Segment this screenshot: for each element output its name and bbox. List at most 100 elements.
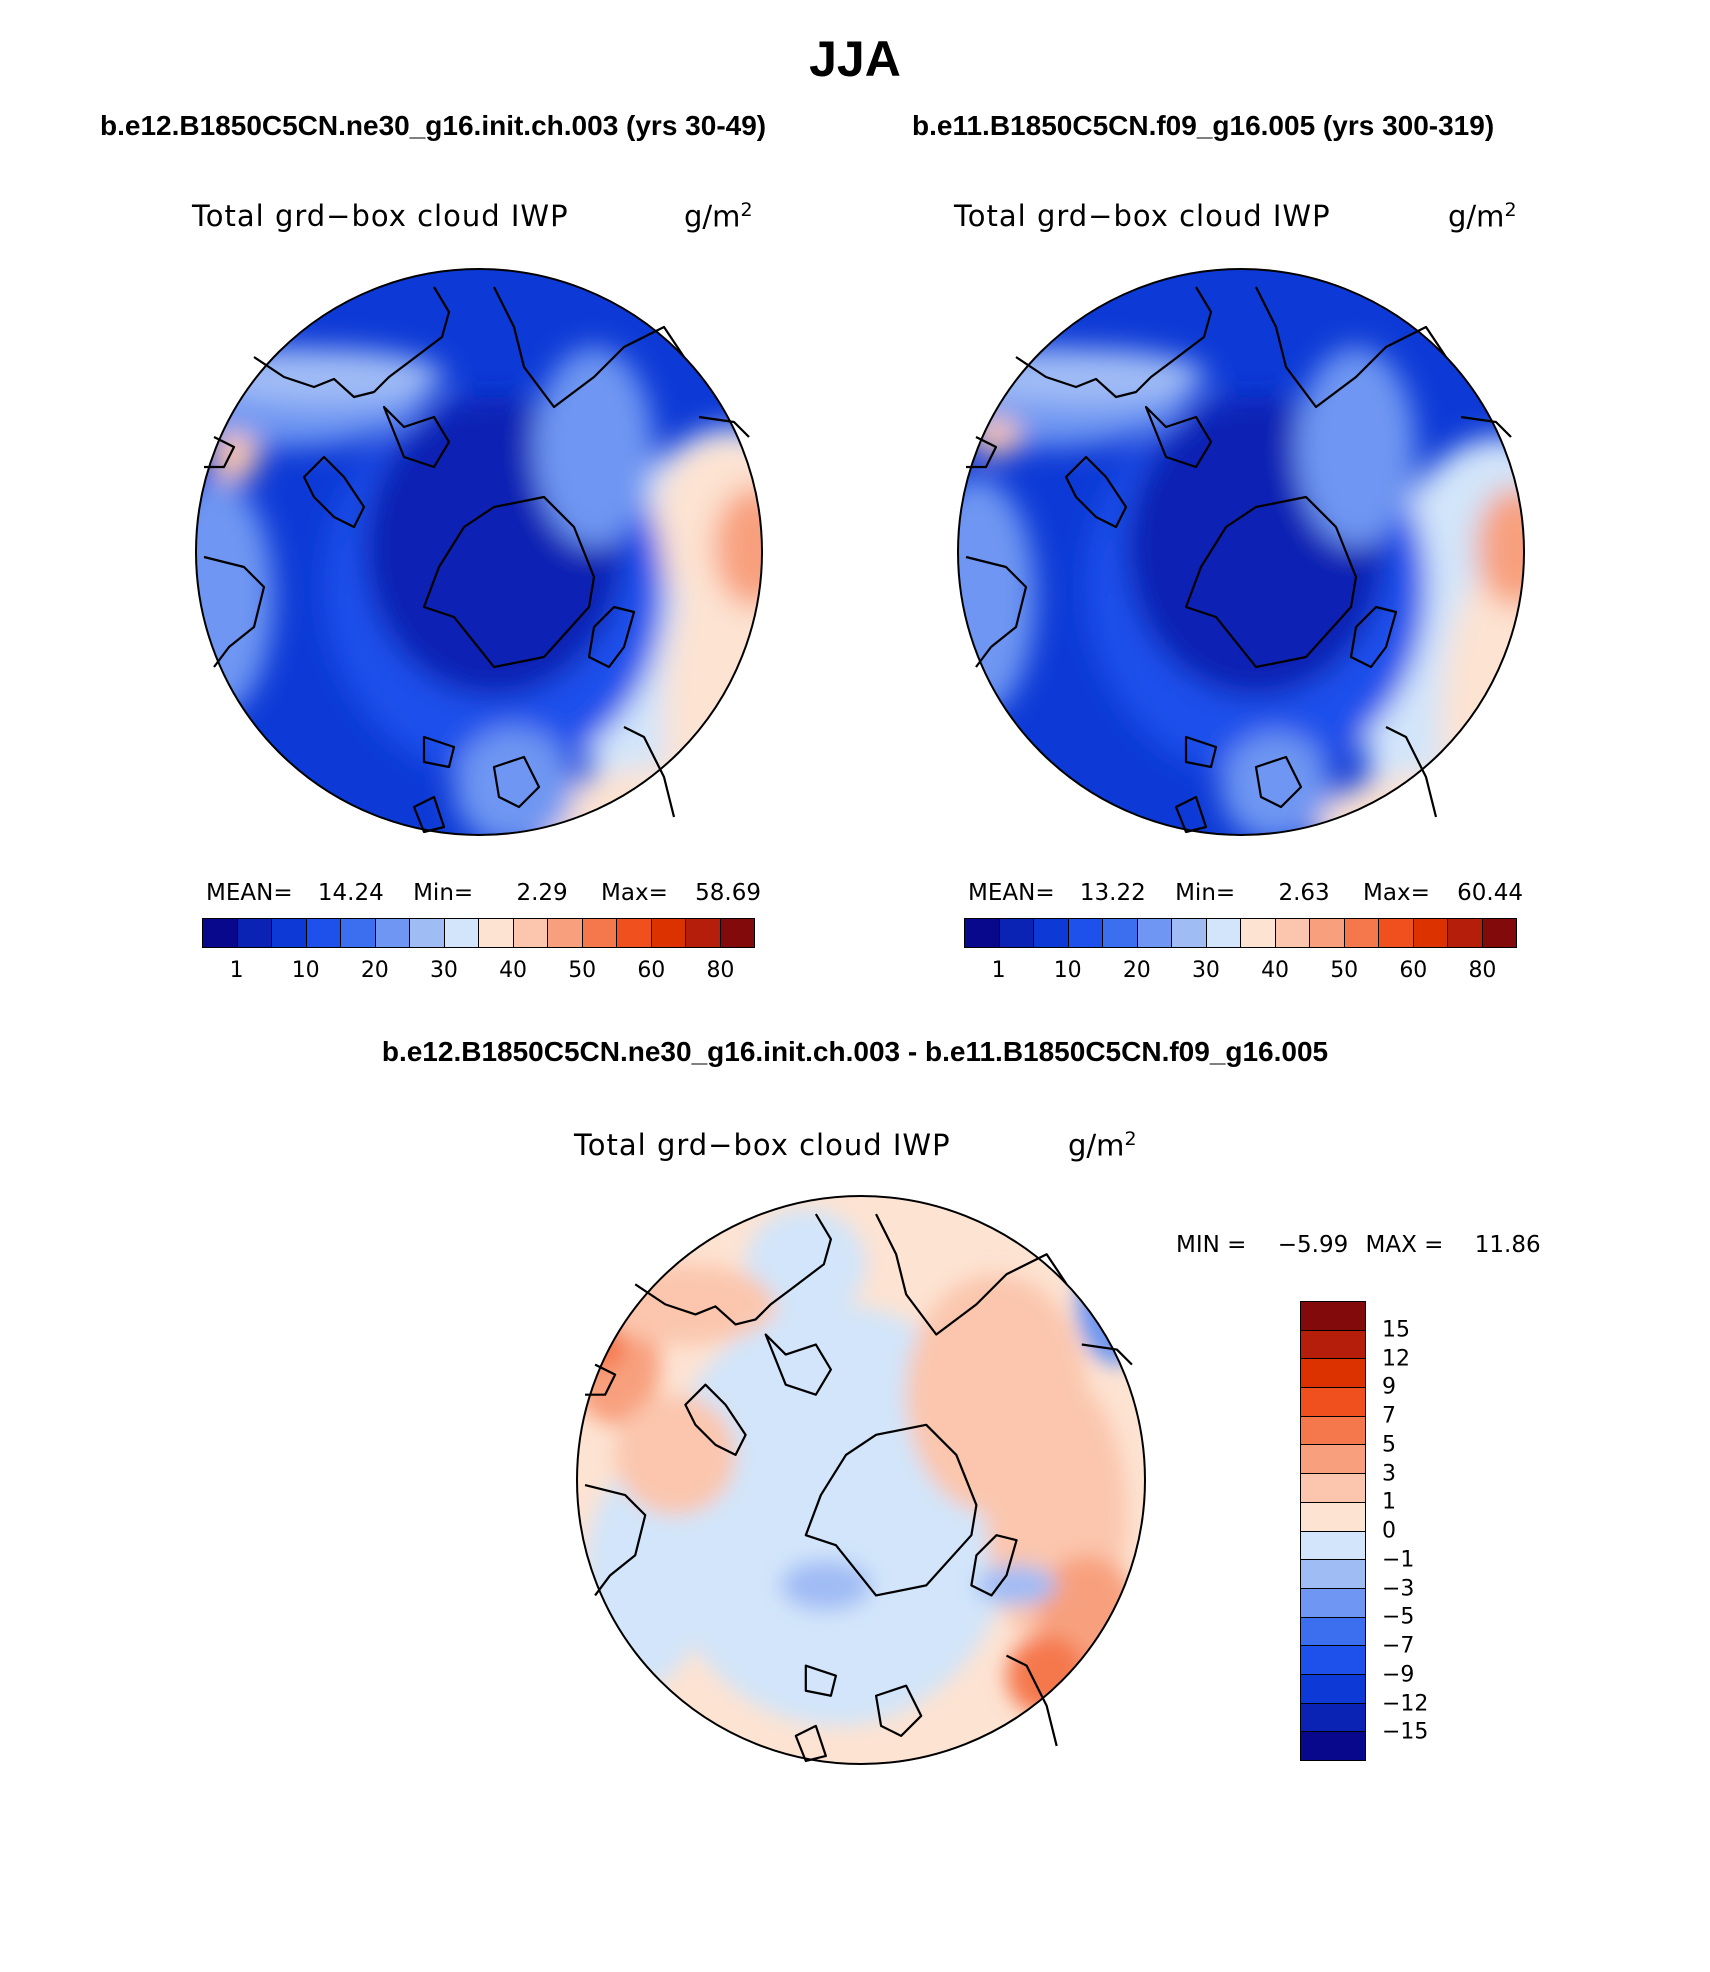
colorbar-swatch [237,919,272,947]
colorbar-tick-label: 12 [1382,1346,1410,1371]
colorbar-tick-label: 30 [429,958,458,983]
panel-1-colorbar-labels: 1 10 20 30 40 50 60 80 [202,958,755,988]
colorbar-tick-label: −3 [1382,1576,1415,1601]
colorbar-swatch [479,919,514,947]
diff-colorbar-labels: 15 12 9 7 5 3 1 0 −1 −3 −5 −7 −9 −12 −15 [1382,1301,1462,1761]
colorbar-swatch [513,919,548,947]
colorbar-swatch [1068,919,1103,947]
colorbar-tick-label: −5 [1382,1604,1415,1630]
colorbar-swatch [1275,919,1310,947]
colorbar-swatch [1301,1359,1365,1389]
colorbar-swatch [1206,919,1241,947]
colorbar-tick-label: 50 [568,958,597,983]
colorbar-tick-label: 1 [1382,1489,1396,1515]
colorbar-tick-label: 1 [991,958,1006,983]
panel-2-stats: MEAN= 13.22 Min= 2.63 Max= 60.44 [968,880,1524,906]
colorbar-swatch [1301,1617,1365,1647]
colorbar-swatch [444,919,479,947]
colorbar-tick-label: −12 [1382,1691,1429,1716]
colorbar-swatch [1448,919,1483,947]
colorbar-swatch [1301,1445,1365,1475]
colorbar-swatch [1034,919,1069,947]
colorbar-swatch [1379,919,1414,947]
panel-1-field [196,269,762,835]
colorbar-tick-label: −7 [1382,1633,1415,1659]
colorbar-swatch [1137,919,1172,947]
panel-2-units: g/m2 [1448,199,1517,234]
colorbar-swatch [686,919,721,947]
colorbar-swatch [1301,1531,1365,1561]
diff-units: g/m2 [1068,1128,1137,1163]
colorbar-tick-label: 10 [1053,958,1082,983]
colorbar-swatch [306,919,341,947]
colorbar-swatch [965,919,1000,947]
colorbar-swatch [1310,919,1345,947]
colorbar-tick-label: 5 [1382,1432,1396,1458]
colorbar-swatch [1301,1330,1365,1360]
diff-coastlines [584,1213,1133,1763]
colorbar-swatch [651,919,686,947]
diff-polar-map [576,1195,1146,1765]
colorbar-swatch [1301,1560,1365,1589]
panel-2-polar-map [957,268,1525,836]
colorbar-tick-label: 10 [291,958,320,983]
colorbar-tick-label: 40 [499,958,528,983]
colorbar-tick-label: 80 [706,958,735,983]
colorbar-swatch [203,919,238,947]
colorbar-swatch [1301,1674,1365,1704]
colorbar-swatch [1413,919,1448,947]
panel-1-stats: MEAN= 14.24 Min= 2.29 Max= 58.69 [206,880,762,906]
colorbar-tick-label: 50 [1330,958,1359,983]
panel-2-coastlines [965,286,1512,834]
colorbar-swatch [1301,1588,1365,1618]
panel-1-case-title: b.e12.B1850C5CN.ne30_g16.init.ch.003 (yr… [100,110,767,141]
colorbar-tick-label: −9 [1382,1662,1415,1688]
colorbar-swatch [272,919,307,947]
panel-1-coastlines [203,286,750,834]
colorbar-swatch [999,919,1034,947]
colorbar-swatch [1301,1703,1365,1733]
panel-1-variable-label: Total grd−box cloud IWP [192,199,569,233]
colorbar-tick-label: 20 [1122,958,1151,983]
diff-minmax: MIN = −5.99 MAX = 11.86 [1176,1232,1541,1258]
colorbar-tick-label: 30 [1191,958,1220,983]
colorbar-tick-label: 20 [360,958,389,983]
panel-1-polar-map [195,268,763,836]
colorbar-swatch [1301,1502,1365,1532]
colorbar-tick-label: 40 [1261,958,1290,983]
colorbar-tick-label: 60 [637,958,666,983]
diff-colorbar [1300,1301,1366,1761]
colorbar-swatch [1172,919,1207,947]
panel-2-colorbar [964,918,1517,948]
panel-2-variable-label: Total grd−box cloud IWP [954,199,1331,233]
colorbar-swatch [1301,1474,1365,1503]
colorbar-tick-label: 1 [229,958,244,983]
colorbar-tick-label: 0 [1382,1518,1396,1544]
diff-variable-label: Total grd−box cloud IWP [574,1128,951,1162]
colorbar-tick-label: 80 [1468,958,1497,983]
colorbar-swatch [1241,919,1276,947]
panel-1-units: g/m2 [684,199,753,234]
colorbar-swatch [1103,919,1138,947]
colorbar-tick-label: 15 [1382,1317,1410,1343]
colorbar-swatch [341,919,376,947]
diff-title: b.e12.B1850C5CN.ne30_g16.init.ch.003 - b… [381,1036,1329,1067]
panel-2-colorbar-labels: 1 10 20 30 40 50 60 80 [964,958,1517,988]
figure-title: JJA [809,31,901,87]
colorbar-swatch [1301,1732,1365,1760]
colorbar-tick-label: 7 [1382,1403,1396,1429]
colorbar-swatch [410,919,445,947]
colorbar-swatch [1344,919,1379,947]
colorbar-tick-label: −1 [1382,1547,1415,1573]
colorbar-tick-label: 60 [1399,958,1428,983]
colorbar-tick-label: 9 [1382,1374,1396,1400]
diff-field [577,1196,1145,1764]
colorbar-swatch [582,919,617,947]
colorbar-swatch [1301,1416,1365,1446]
colorbar-swatch [1301,1302,1365,1331]
colorbar-swatch [548,919,583,947]
panel-2-field [958,269,1524,835]
panel-2-case-title: b.e11.B1850C5CN.f09_g16.005 (yrs 300-319… [912,110,1495,141]
colorbar-swatch [1301,1388,1365,1417]
colorbar-swatch [1301,1646,1365,1675]
